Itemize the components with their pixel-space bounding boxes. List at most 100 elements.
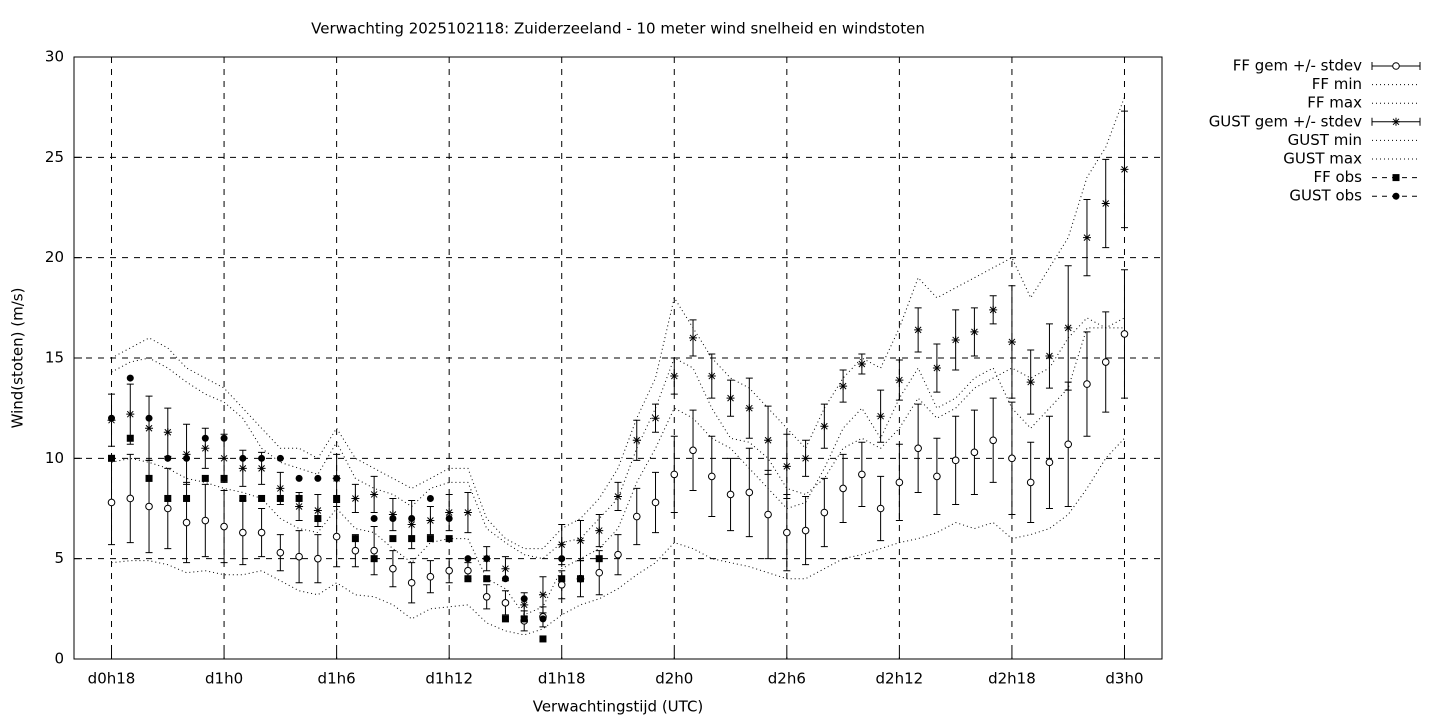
obs-point (539, 635, 547, 643)
x-tick-label: d1h6 (318, 670, 356, 688)
mean-point (126, 494, 135, 503)
mean-point (801, 526, 810, 535)
obs-point (239, 494, 247, 502)
mean-point (389, 564, 397, 573)
legend-label: FF min (1312, 75, 1362, 93)
obs-point (183, 494, 191, 502)
mean-point (876, 412, 885, 421)
obs-point (295, 474, 303, 482)
mean-point (295, 552, 303, 561)
mean-point (1101, 199, 1110, 208)
mean-point (107, 498, 116, 507)
mean-point (914, 325, 923, 334)
mean-point (689, 446, 697, 455)
chart-title: Verwachting 2025102118: Zuiderzeeland - … (311, 20, 925, 38)
mean-point (745, 488, 754, 497)
obs-point (520, 615, 528, 623)
mean-point (257, 464, 266, 473)
obs-point (408, 515, 416, 523)
mean-point (351, 546, 360, 555)
obs-point (426, 535, 434, 543)
mean-point (820, 422, 829, 431)
mean-point (126, 410, 135, 419)
mean-point (464, 566, 472, 575)
mean-point (951, 335, 960, 344)
mean-point (201, 516, 210, 525)
mean-point (801, 454, 810, 463)
mean-point (445, 508, 454, 517)
legend-marker (1392, 174, 1400, 182)
mean-point (482, 592, 491, 601)
x-tick-label: d0h18 (88, 670, 136, 688)
mean-point (1082, 233, 1091, 242)
mean-point (182, 450, 191, 459)
mean-point (145, 502, 153, 511)
obs-point (501, 575, 509, 583)
obs-point (220, 474, 228, 482)
x-axis-label: Verwachtingstijd (UTC) (533, 698, 704, 716)
mean-point (426, 516, 435, 525)
mean-point (501, 564, 510, 573)
mean-point (257, 528, 266, 537)
obs-point (370, 555, 378, 563)
mean-point (933, 472, 941, 481)
obs-point (445, 535, 453, 543)
obs-point (164, 494, 172, 502)
mean-point (970, 448, 979, 457)
mean-point (651, 498, 660, 507)
mean-point (163, 428, 172, 437)
y-tick-label: 0 (54, 650, 64, 668)
obs-point (276, 454, 284, 462)
obs-point (183, 454, 191, 462)
obs-point (520, 595, 528, 603)
x-tick-label: d2h12 (876, 670, 924, 688)
mean-point (820, 508, 829, 517)
obs-point (314, 515, 322, 523)
obs-point (558, 555, 566, 563)
mean-point (220, 522, 228, 531)
range-line (111, 327, 1125, 616)
obs-point (201, 474, 209, 482)
obs-point (483, 575, 491, 583)
mean-point (895, 478, 904, 487)
mean-point (989, 305, 998, 314)
mean-point (1064, 440, 1073, 449)
mean-point (201, 444, 210, 453)
mean-point (576, 536, 585, 545)
mean-point (858, 470, 866, 479)
obs-point (126, 434, 134, 442)
obs-point (126, 374, 134, 382)
obs-point (558, 575, 566, 583)
x-tick-label: d2h0 (655, 670, 693, 688)
mean-point (276, 548, 285, 557)
mean-point (726, 394, 735, 403)
y-tick-label: 25 (45, 148, 64, 166)
y-tick-label: 30 (45, 48, 64, 66)
mean-point (370, 546, 378, 555)
mean-point (614, 492, 622, 501)
mean-point (238, 464, 247, 473)
legend-label: FF max (1307, 94, 1362, 112)
obs-point (501, 615, 509, 623)
mean-point (764, 436, 773, 445)
obs-point (389, 515, 397, 523)
mean-point (538, 590, 547, 599)
obs-point (333, 494, 341, 502)
mean-point (782, 462, 791, 471)
mean-point (932, 364, 941, 373)
obs-point (201, 434, 209, 442)
mean-point (463, 508, 472, 517)
mean-point (707, 472, 716, 481)
obs-point (370, 515, 378, 523)
obs-point (258, 454, 266, 462)
obs-point (295, 494, 303, 502)
y-tick-label: 5 (54, 549, 64, 567)
x-tick-label: d3h0 (1105, 670, 1143, 688)
mean-point (407, 578, 416, 587)
x-tick-label: d1h12 (425, 670, 473, 688)
mean-point (276, 484, 285, 493)
mean-point (1083, 380, 1091, 388)
mean-point (163, 504, 172, 513)
obs-point (483, 555, 491, 563)
